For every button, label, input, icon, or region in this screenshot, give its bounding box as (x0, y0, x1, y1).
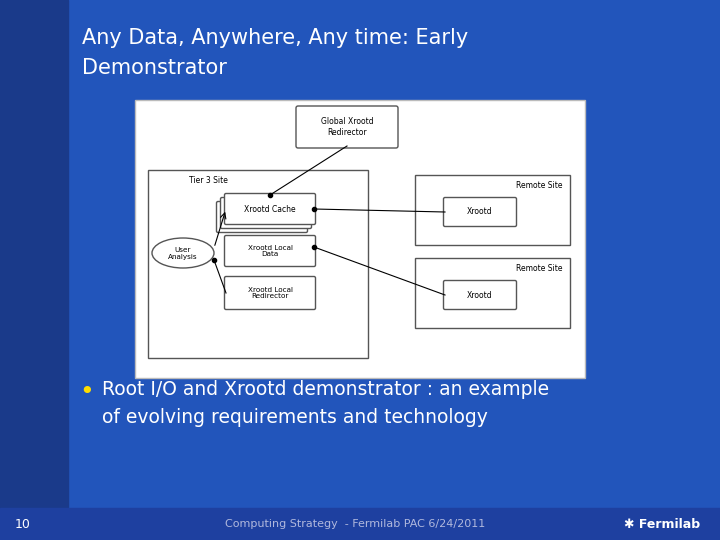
Text: Root I/O and Xrootd demonstrator : an example: Root I/O and Xrootd demonstrator : an ex… (102, 380, 549, 399)
Ellipse shape (152, 238, 214, 268)
Text: of evolving requirements and technology: of evolving requirements and technology (102, 408, 488, 427)
FancyBboxPatch shape (444, 198, 516, 226)
Text: Any Data, Anywhere, Any time: Early: Any Data, Anywhere, Any time: Early (82, 28, 468, 48)
FancyBboxPatch shape (220, 198, 312, 228)
Bar (415, 258, 570, 328)
Text: Xrootd Local
Redirector: Xrootd Local Redirector (248, 287, 292, 300)
Bar (0, 508, 720, 540)
Bar (135, 100, 585, 378)
FancyBboxPatch shape (296, 106, 398, 148)
Text: Demonstrator: Demonstrator (82, 58, 227, 78)
Text: 10: 10 (15, 517, 31, 530)
Text: Tier 3 Site: Tier 3 Site (189, 176, 228, 185)
Text: User
Analysis: User Analysis (168, 246, 198, 260)
Text: Xrootd Cache: Xrootd Cache (244, 205, 296, 213)
Text: Computing Strategy  - Fermilab PAC 6/24/2011: Computing Strategy - Fermilab PAC 6/24/2… (225, 519, 485, 529)
Bar (0, 0, 68, 540)
Text: Global Xrootd
Redirector: Global Xrootd Redirector (320, 117, 373, 137)
Text: Remote Site: Remote Site (516, 264, 562, 273)
FancyBboxPatch shape (444, 280, 516, 309)
Text: Xrootd: Xrootd (467, 207, 492, 217)
FancyBboxPatch shape (225, 193, 315, 225)
Text: ✱ Fermilab: ✱ Fermilab (624, 517, 700, 530)
Text: Xrootd Local
Data: Xrootd Local Data (248, 245, 292, 258)
FancyBboxPatch shape (225, 235, 315, 267)
Text: Xrootd: Xrootd (467, 291, 492, 300)
FancyBboxPatch shape (225, 276, 315, 309)
Bar (148, 170, 368, 358)
FancyBboxPatch shape (217, 201, 307, 233)
Text: Remote Site: Remote Site (516, 181, 562, 190)
Bar (415, 175, 570, 245)
Text: •: • (80, 380, 94, 404)
